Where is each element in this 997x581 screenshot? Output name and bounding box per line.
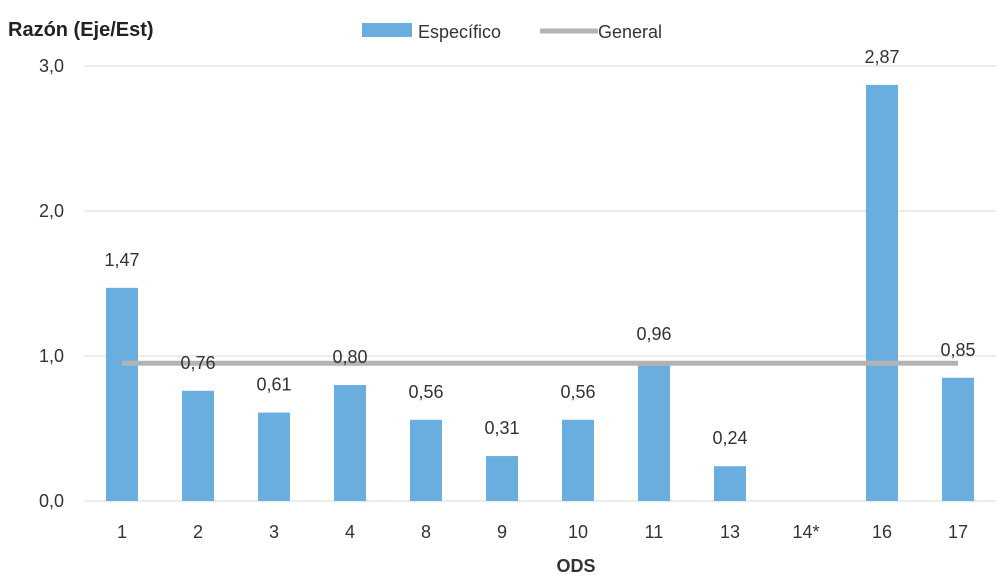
legend-label-especifico: Específico bbox=[418, 22, 501, 42]
data-label-2: 0,76 bbox=[180, 353, 215, 373]
x-tick-label: 9 bbox=[497, 522, 507, 542]
x-tick-label: 14* bbox=[792, 522, 819, 542]
legend-swatch-especifico bbox=[362, 23, 412, 37]
x-tick-label: 13 bbox=[720, 522, 740, 542]
bar-11 bbox=[638, 361, 670, 501]
data-label-8: 0,56 bbox=[408, 382, 443, 402]
data-label-4: 0,80 bbox=[332, 347, 367, 367]
y-tick-label: 2,0 bbox=[39, 201, 64, 221]
x-tick-label: 4 bbox=[345, 522, 355, 542]
bar-17 bbox=[942, 377, 974, 501]
axes: 0,0 1,0 2,0 3,0 1 2 3 4 8 9 10 11 13 14* 16 17 bbox=[39, 56, 968, 542]
bar-8 bbox=[410, 419, 442, 501]
bar-10 bbox=[562, 419, 594, 501]
y-tick-label: 3,0 bbox=[39, 56, 64, 76]
bar-2 bbox=[182, 390, 214, 501]
data-label-10: 0,56 bbox=[560, 382, 595, 402]
gridlines bbox=[84, 65, 996, 502]
y-axis-title: Razón (Eje/Est) bbox=[8, 19, 154, 41]
bar-4 bbox=[334, 385, 366, 501]
y-tick-label: 1,0 bbox=[39, 346, 64, 366]
bar-16 bbox=[866, 84, 898, 501]
data-label-11: 0,96 bbox=[636, 324, 671, 344]
data-label-13: 0,24 bbox=[712, 428, 747, 448]
x-tick-label: 11 bbox=[645, 522, 664, 542]
bar-3 bbox=[258, 412, 290, 501]
bar-13 bbox=[714, 466, 746, 501]
x-tick-label: 3 bbox=[269, 522, 279, 542]
data-label-9: 0,31 bbox=[484, 418, 519, 438]
y-tick-label: 0,0 bbox=[39, 491, 64, 511]
bar-9 bbox=[486, 456, 518, 501]
x-axis-title: ODS bbox=[556, 556, 595, 576]
legend: Específico General bbox=[362, 22, 662, 42]
x-tick-label: 17 bbox=[948, 522, 968, 542]
data-label-17: 0,85 bbox=[940, 340, 975, 360]
data-label-16: 2,87 bbox=[864, 47, 899, 67]
x-tick-label: 16 bbox=[872, 522, 892, 542]
bar-1 bbox=[106, 287, 138, 501]
bars bbox=[106, 84, 974, 501]
x-tick-label: 8 bbox=[421, 522, 431, 542]
x-tick-label: 2 bbox=[193, 522, 203, 542]
x-tick-label: 10 bbox=[568, 522, 588, 542]
x-tick-label: 1 bbox=[117, 522, 127, 542]
data-labels: 1,47 0,76 0,61 0,80 0,56 0,31 0,56 0,96 0,24 2,87… bbox=[104, 47, 975, 448]
data-label-3: 0,61 bbox=[256, 375, 291, 395]
data-label-1: 1,47 bbox=[104, 250, 139, 270]
legend-label-general: General bbox=[598, 22, 662, 42]
